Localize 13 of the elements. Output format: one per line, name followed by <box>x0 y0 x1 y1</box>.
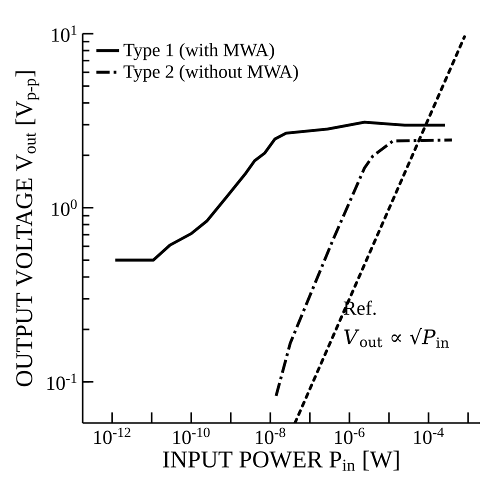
legend-label: Type 2 (without MWA) <box>124 64 298 82</box>
x-axis-title: INPUT POWER P$_{in}$ [W] <box>162 450 399 471</box>
y-tick-label: 10$^{0}$ <box>52 200 77 216</box>
y-tick-label: 10$^{-1}$ <box>47 374 76 390</box>
x-tick-label: 10$^{-8}$ <box>256 428 286 444</box>
x-tick-label: 10$^{-4}$ <box>414 428 444 444</box>
x-tick-label: 10$^{-12}$ <box>94 428 130 444</box>
legend-label: Type 1 (with MWA) <box>124 43 274 60</box>
annotation: V$_{out}$ ∝ √P$_{in}$ <box>344 328 449 348</box>
x-tick-label: 10$^{-10}$ <box>173 428 210 444</box>
x-tick-label: 10$^{-6}$ <box>335 428 365 444</box>
y-tick-label: 10$^{1}$ <box>52 25 76 42</box>
y-axis-title: OUTPUT VOLTAGE V$_{out}$ [V$_{p-p}$] <box>15 71 40 386</box>
